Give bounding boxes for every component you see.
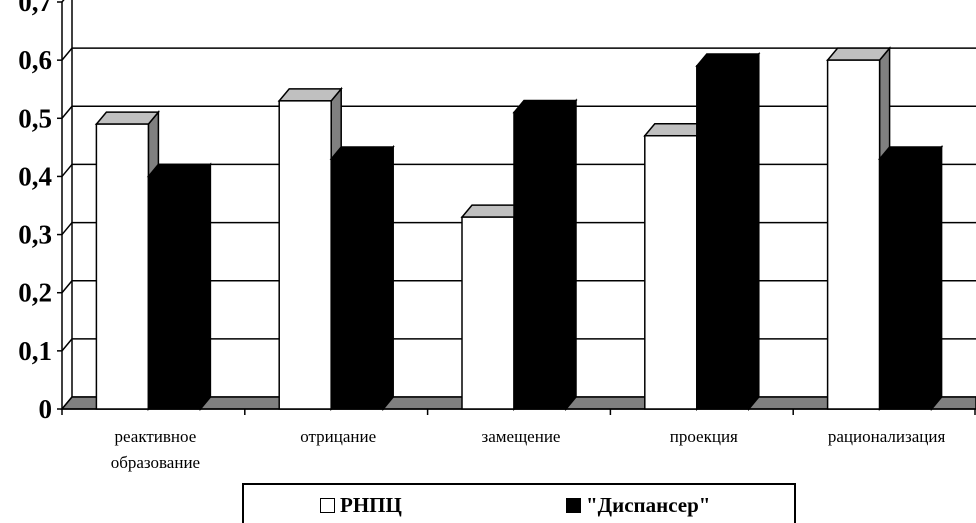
bar <box>826 59 881 410</box>
x-tick-label: реактивное <box>115 427 197 446</box>
legend: РНПЦ "Диспансер" <box>242 483 796 523</box>
bar-top <box>512 99 578 114</box>
bar <box>513 111 567 410</box>
bar-top <box>94 111 161 125</box>
x-tick-label: замещение <box>482 427 561 446</box>
bar <box>278 100 332 410</box>
gridline-depth <box>61 105 73 119</box>
bar-top <box>329 146 395 160</box>
y-tick-label: 0,1 <box>18 336 52 366</box>
legend-item-rnpc: РНПЦ <box>320 493 402 518</box>
legend-label-dispanser: "Диспансер" <box>586 493 711 517</box>
bar <box>330 158 384 410</box>
gridline-depth <box>61 280 73 294</box>
y-tick-label: 0,4 <box>18 161 52 191</box>
bar-side <box>382 144 394 412</box>
y-tick-label: 0,3 <box>18 220 52 250</box>
x-tick-label: отрицание <box>300 427 376 446</box>
bar-top <box>877 146 944 160</box>
x-tick-label: рационализация <box>828 427 946 446</box>
gridline-depth <box>61 0 65 3</box>
bar <box>878 158 933 410</box>
x-tick-label: проекция <box>670 427 738 446</box>
bar-top <box>695 53 761 67</box>
bar <box>644 134 698 410</box>
y-tick-label: 0,6 <box>18 45 52 75</box>
gridline-depth <box>61 47 73 61</box>
y-tick-label: 0 <box>39 394 53 424</box>
legend-swatch-rnpc <box>320 498 335 513</box>
bar-side <box>565 98 577 412</box>
gridline-depth <box>61 338 73 352</box>
bar <box>461 216 515 410</box>
bar <box>696 65 750 410</box>
legend-swatch-dispanser <box>566 498 581 513</box>
bar-side <box>930 144 943 412</box>
y-tick-label: 0,2 <box>18 278 52 308</box>
bar-top <box>277 88 343 102</box>
legend-label-rnpc: РНПЦ <box>340 493 402 517</box>
bar-side <box>748 51 760 412</box>
gridline-depth <box>61 163 73 177</box>
bar-top <box>825 47 892 61</box>
legend-item-dispanser: "Диспансер" <box>566 493 710 518</box>
x-tick-label: образование <box>111 453 200 472</box>
gridline-depth <box>61 222 73 236</box>
bar <box>147 175 202 410</box>
bar <box>95 123 150 410</box>
y-tick-label: 0,7 <box>18 0 52 17</box>
bar-top <box>146 163 213 178</box>
y-tick-label: 0,5 <box>18 103 52 133</box>
bar-side <box>199 162 212 412</box>
